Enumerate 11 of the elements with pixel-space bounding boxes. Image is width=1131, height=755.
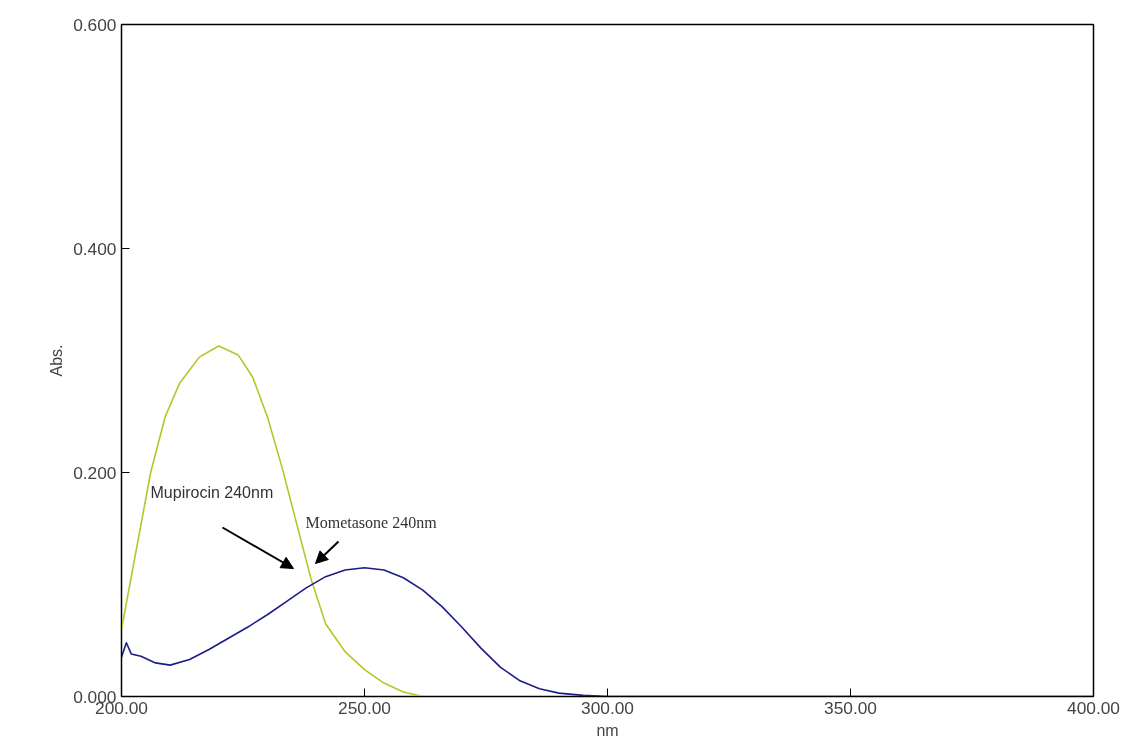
annotation: Mometasone 240nm: [305, 513, 438, 531]
x-axis-title: nm: [596, 721, 619, 739]
y-axis-title: Abs.: [48, 344, 66, 377]
y-tick-label: 0.400: [73, 238, 117, 259]
annotation: Mupirocin 240nm: [150, 483, 274, 501]
x-tick-label: 300.00: [581, 697, 634, 718]
x-tick-label: 250.00: [338, 697, 391, 718]
x-tick-label: 400.00: [1067, 697, 1120, 718]
y-tick-label: 0.600: [73, 14, 117, 35]
y-tick-label: 0.200: [73, 462, 117, 483]
x-tick-label: 350.00: [824, 697, 877, 718]
